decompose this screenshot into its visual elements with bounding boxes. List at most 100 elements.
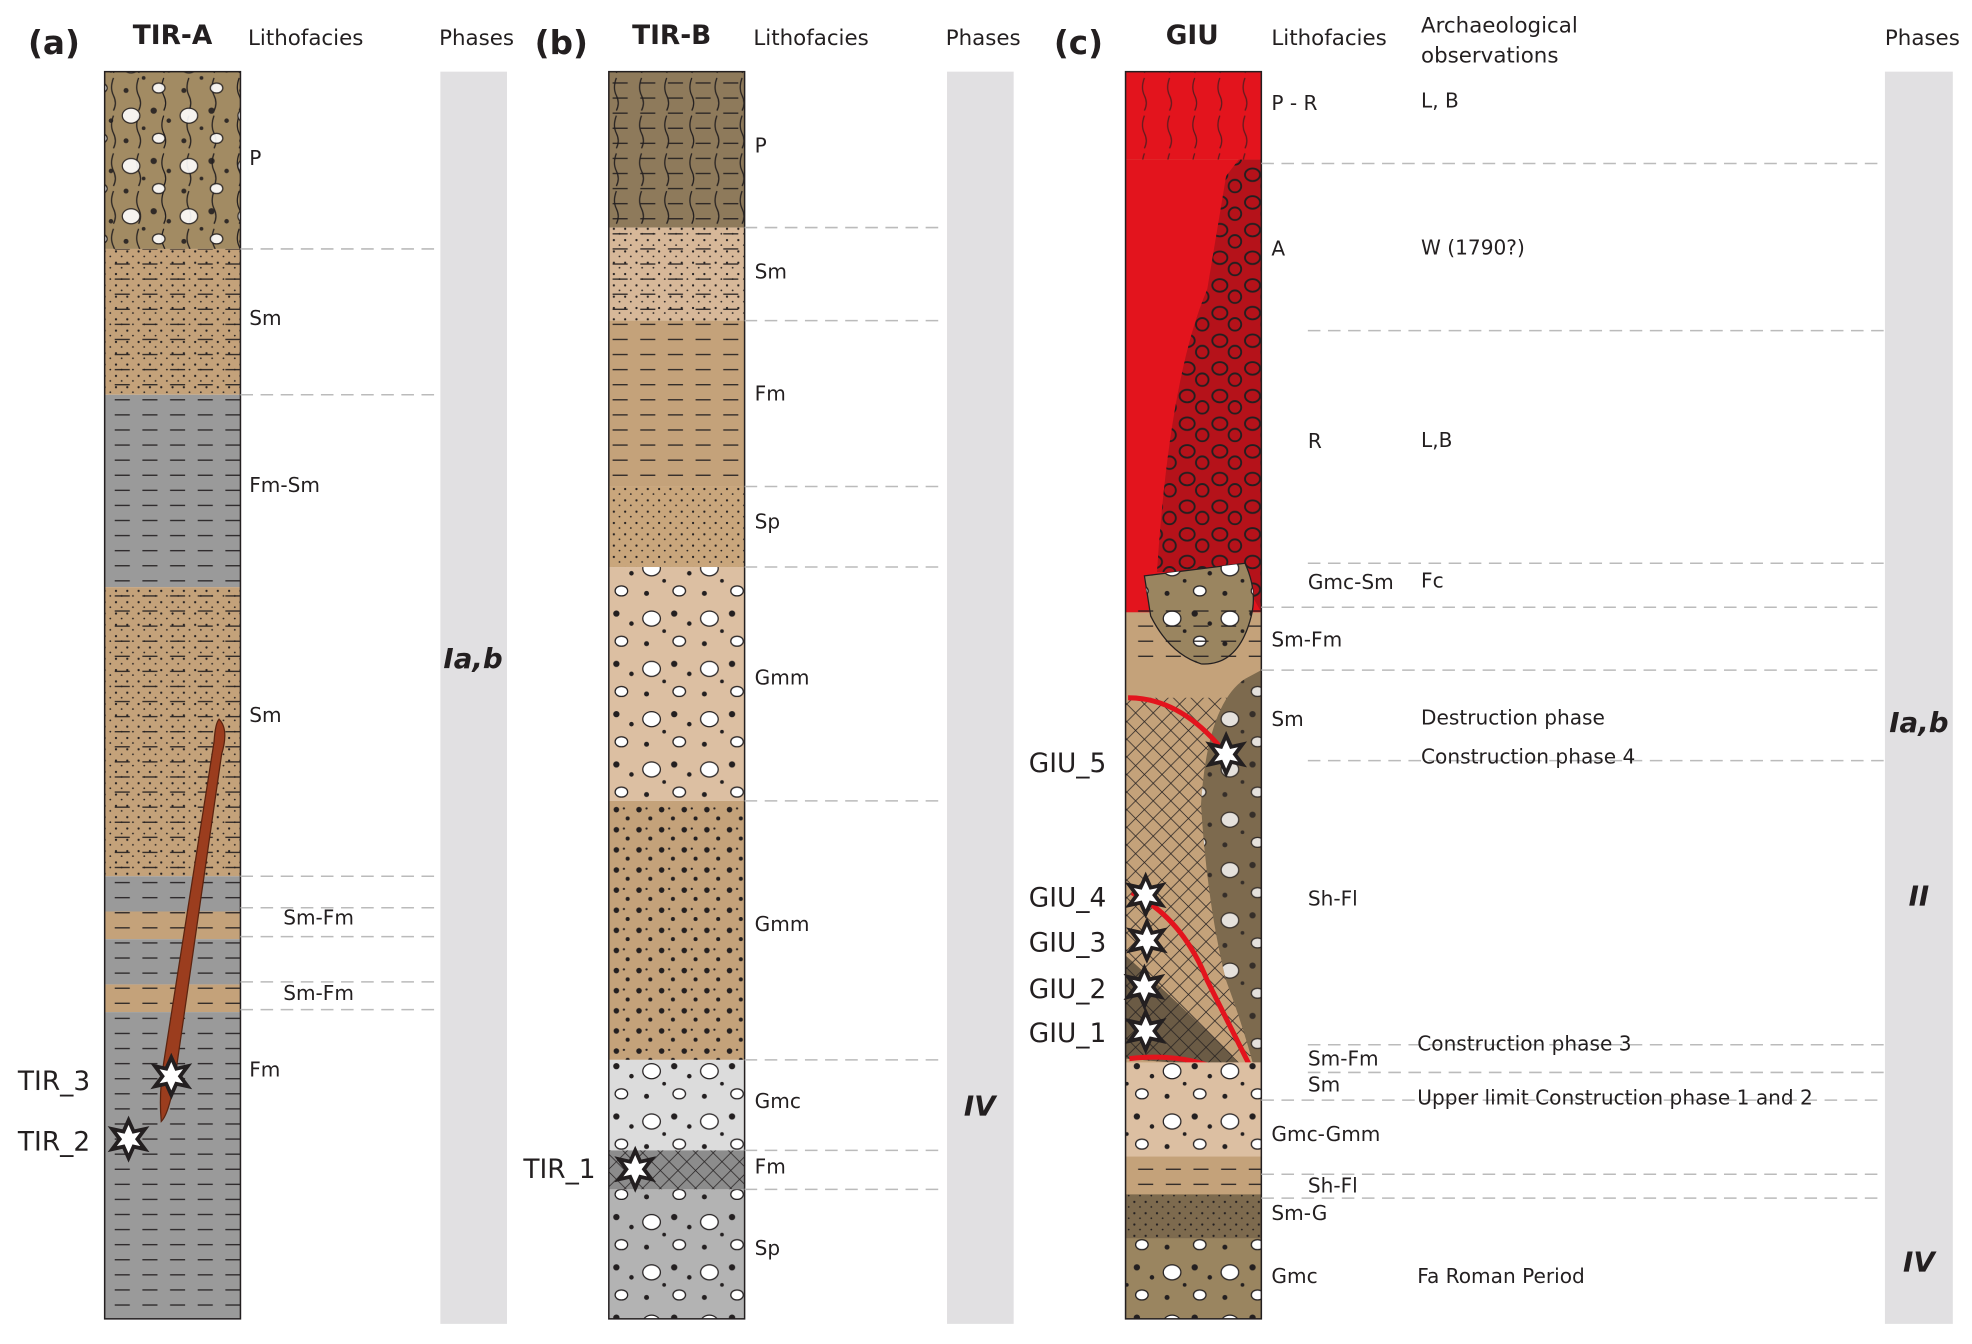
layer-label: Sm — [1308, 1073, 1340, 1097]
panel-c: (c) GIU Lithofacies Archaeological obser… — [1029, 13, 1960, 1324]
layer-texture — [1156, 159, 1262, 613]
phase-bar — [947, 71, 1014, 1324]
layer-label: Gmm — [755, 665, 810, 689]
layer-label: Sm-Fm — [1308, 1046, 1379, 1070]
phase-label: II — [1909, 880, 1930, 913]
column-title: GIU — [1166, 20, 1219, 51]
sample-label: GIU_4 — [1029, 882, 1107, 913]
layer-label: Sh-Fl — [1308, 1173, 1358, 1197]
layer-texture — [1200, 670, 1262, 1082]
observation: L, B — [1421, 88, 1459, 112]
phase-label: Ia,b — [443, 642, 502, 675]
phase-bar — [1884, 71, 1953, 1324]
observation: Construction phase 4 — [1421, 745, 1635, 769]
lithofacies-header: Lithofacies — [753, 26, 868, 51]
layer-label: Gmc-Gmm — [1271, 1122, 1380, 1146]
dividers — [1261, 162, 1884, 1199]
sample-label: TIR_1 — [522, 1154, 595, 1185]
observation: W (1790?) — [1421, 235, 1525, 259]
layer-texture — [608, 71, 745, 228]
panel-b: (b) TIR-B Lithofacies Phases P Sm — [522, 20, 1021, 1324]
layer-texture — [608, 227, 745, 321]
layer-label: Sm — [1271, 707, 1303, 731]
observation: Upper limit Construction phase 1 and 2 — [1417, 1085, 1813, 1109]
layer-label: Gmm — [755, 912, 810, 936]
layer-label: Gmc-Sm — [1308, 570, 1394, 594]
layer-texture — [104, 394, 241, 588]
layer-texture — [104, 876, 241, 1319]
panel-a: (a) TIR-A Lithofacies Phases P Sm Fm-Sm … — [17, 20, 514, 1324]
layer-label: R — [1308, 429, 1322, 453]
panel-label: (b) — [535, 24, 588, 62]
observations-header: observations — [1421, 44, 1558, 69]
layer-label: P — [249, 146, 261, 170]
dividers — [744, 226, 946, 1191]
layer-label: Sh-Fl — [1308, 887, 1358, 911]
panel-label: (a) — [28, 24, 80, 62]
layer-label: P - R — [1271, 91, 1317, 115]
column — [608, 70, 746, 1320]
layer-texture — [608, 800, 745, 1060]
layer-texture — [608, 486, 745, 568]
sample-label: GIU_2 — [1029, 974, 1107, 1005]
column-outline — [103, 70, 242, 1320]
layer-texture — [1125, 1062, 1262, 1157]
layer-texture — [608, 320, 745, 487]
phase-label: IV — [964, 1090, 998, 1123]
column — [103, 70, 242, 1320]
layer-label: Sp — [755, 1236, 781, 1260]
sample-label: GIU_3 — [1029, 928, 1107, 959]
layer-label: Fm — [249, 1058, 280, 1082]
layer-texture — [608, 1059, 745, 1151]
root-trace — [159, 718, 226, 1123]
layer-texture — [104, 248, 241, 395]
dividers — [240, 248, 440, 1011]
column-title: TIR-A — [133, 20, 213, 51]
layer-texture — [1125, 1156, 1262, 1195]
observations-header: Archaeological — [1421, 13, 1578, 38]
phase-bar — [440, 71, 507, 1324]
layer-label: Fm — [755, 1154, 786, 1178]
column — [1124, 70, 1263, 1320]
layer-label: Gmc — [755, 1089, 801, 1113]
layer-texture — [1125, 1238, 1262, 1319]
layer-label: Gmc — [1271, 1264, 1317, 1288]
sample-label: GIU_5 — [1029, 748, 1107, 779]
sample-label: TIR_2 — [17, 1126, 90, 1157]
phase-label: IV — [1903, 1246, 1937, 1279]
layer-label: Sp — [755, 510, 781, 534]
layer-texture — [1125, 71, 1262, 160]
phases-header: Phases — [439, 26, 514, 51]
layer-label: Sm — [755, 259, 787, 283]
layer-texture — [608, 1189, 745, 1319]
layer-texture — [1125, 607, 1262, 671]
layer-label: P — [755, 134, 767, 158]
observation: Fc — [1421, 569, 1444, 593]
column-title: TIR-B — [632, 20, 711, 51]
layer-label: Sm — [249, 306, 281, 330]
panel-label: (c) — [1054, 24, 1103, 62]
layer-texture — [104, 71, 241, 249]
layer-texture — [1125, 1194, 1262, 1239]
column-outline — [1124, 70, 1263, 1320]
phases-header: Phases — [1885, 26, 1960, 51]
layer-label: Sm-Fm — [1271, 628, 1342, 652]
observation: Destruction phase — [1421, 706, 1605, 730]
column-outline — [608, 70, 746, 1320]
layer-label: Sm — [249, 703, 281, 727]
layer-label: Sm-Fm — [283, 906, 354, 930]
observation: Construction phase 3 — [1417, 1031, 1631, 1055]
layer-texture — [608, 567, 745, 801]
layer-label: A — [1271, 237, 1285, 261]
observation: Fa Roman Period — [1417, 1264, 1585, 1288]
lithofacies-header: Lithofacies — [1271, 26, 1386, 51]
phases-header: Phases — [946, 26, 1021, 51]
observation: L,B — [1421, 428, 1452, 452]
layer-label: Sm-G — [1271, 1201, 1327, 1225]
phase-label: Ia,b — [1889, 706, 1948, 739]
sample-label: TIR_3 — [17, 1066, 90, 1097]
layer-label: Sm-Fm — [283, 981, 354, 1005]
lithofacies-header: Lithofacies — [248, 26, 363, 51]
